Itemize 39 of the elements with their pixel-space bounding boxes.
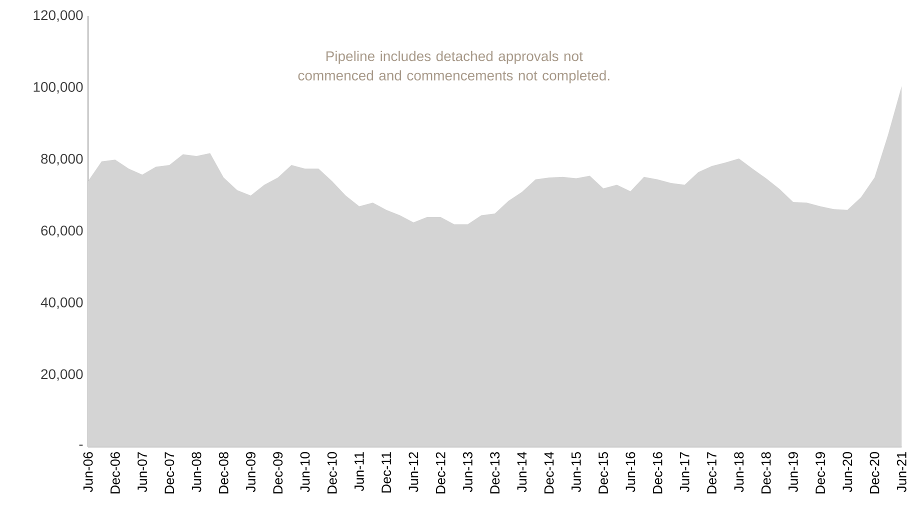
x-tick-label: Jun-17	[680, 452, 690, 492]
x-tick-label: Dec-18	[761, 452, 771, 494]
x-tick-label: Dec-19	[816, 452, 826, 494]
y-tick-label: 80,000	[41, 154, 83, 166]
x-tick-label: Jun-19	[788, 452, 798, 492]
annotation: Pipeline includes detached approvals not commenced and commencements not completed.	[298, 51, 610, 84]
x-tick-label: Jun-09	[246, 452, 256, 492]
x-tick-label: Dec-17	[707, 452, 716, 494]
x-tick-label: Jun-13	[463, 452, 472, 492]
x-tick-label: Dec-07	[164, 452, 174, 494]
x-tick-label: Dec-15	[598, 452, 608, 494]
x-tick-label: Jun-10	[300, 452, 310, 492]
x-tick-label: Jun-15	[572, 452, 581, 492]
y-tick-label: 60,000	[41, 226, 83, 238]
x-tick-label: Dec-08	[218, 452, 228, 494]
x-tick-label: Jun-11	[354, 452, 364, 492]
x-tick-label: Jun-08	[192, 452, 202, 492]
x-tick-label: Jun-16	[626, 452, 636, 492]
x-tick-label: Jun-20	[842, 452, 852, 492]
y-tick-label: 100,000	[34, 82, 83, 94]
x-tick-label: Jun-18	[734, 452, 744, 492]
x-tick-label: Dec-09	[273, 452, 283, 494]
x-tick-label: Dec-16	[652, 452, 662, 494]
x-tick-label: Dec-10	[327, 452, 337, 494]
x-tick-label: Jun-07	[138, 452, 147, 492]
y-tick-label: 40,000	[40, 298, 83, 310]
x-tick-label: Dec-12	[436, 452, 446, 494]
x-tick-label: Jun-12	[408, 452, 418, 492]
x-tick-label: Jun-21	[896, 452, 906, 492]
y-tick-label: 120,000	[34, 10, 83, 22]
x-tick-label: Jun-14	[517, 452, 527, 492]
y-tick-label: 20,000	[41, 369, 83, 382]
x-tick-label: Jun-06	[83, 452, 93, 492]
x-tick-label: Dec-06	[110, 452, 120, 494]
y-tick-label: -	[79, 444, 83, 446]
x-tick-label: Dec-13	[490, 452, 500, 494]
x-tick-label: Dec-20	[870, 452, 880, 494]
x-tick-label: Dec-14	[544, 452, 554, 494]
x-tick-label: Dec-11	[382, 452, 392, 493]
